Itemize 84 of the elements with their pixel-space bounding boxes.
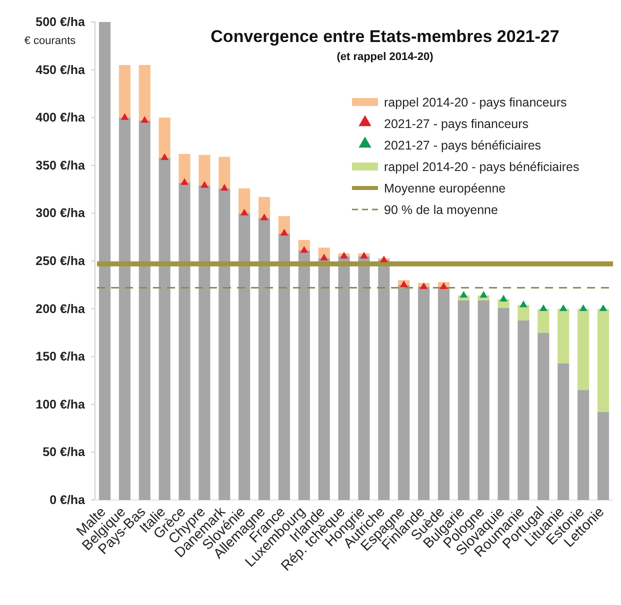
bar (318, 248, 330, 258)
y-tick-label: 400 €/ha (36, 110, 86, 125)
bar (138, 65, 150, 120)
bar (238, 213, 250, 500)
bar (458, 300, 470, 500)
bar (158, 118, 170, 158)
bar (98, 22, 111, 500)
bar (298, 250, 310, 500)
bar (558, 363, 570, 500)
bar (218, 188, 230, 500)
point (380, 256, 388, 262)
point (480, 290, 488, 298)
point (120, 113, 129, 120)
point (559, 304, 568, 312)
legend-label: rappel 2014-20 - pays bénéficiaires (384, 160, 580, 174)
point (240, 208, 248, 216)
y-tick-label: 0 €/ha (50, 493, 86, 507)
point (520, 300, 528, 308)
bar (298, 240, 310, 250)
bar (238, 188, 250, 214)
bar (258, 196, 270, 218)
y-axis-title: € courants (24, 35, 76, 47)
bar (198, 154, 210, 186)
y-tick-label: 200 €/ha (36, 302, 86, 316)
bar (178, 182, 190, 500)
bar (578, 308, 590, 390)
legend-label: 2021-27 - pays financeurs (384, 117, 529, 131)
bar (498, 308, 510, 500)
y-tick-label: 250 €/ha (36, 254, 86, 268)
y-tick-label: 350 €/ha (36, 158, 86, 172)
bar (318, 258, 330, 500)
bar (518, 320, 530, 500)
point (420, 282, 428, 290)
bar (597, 308, 610, 412)
point (400, 280, 408, 288)
bar (138, 120, 150, 500)
bar (538, 308, 550, 333)
bar (578, 390, 590, 500)
bar (378, 260, 390, 500)
bar (597, 412, 610, 500)
point (579, 304, 588, 312)
point (280, 228, 288, 236)
bar (258, 218, 270, 500)
point (140, 116, 149, 123)
point (440, 282, 448, 290)
chart-title: Convergence entre Etats-membres 2021-27 (210, 27, 560, 46)
point (160, 153, 168, 160)
bar (158, 158, 170, 500)
y-tick-label: 100 €/ha (36, 397, 86, 412)
bar (118, 118, 130, 500)
bar (418, 286, 430, 500)
point (200, 181, 208, 188)
bar (438, 286, 450, 500)
bar (278, 216, 290, 234)
bar (558, 308, 570, 364)
y-tick-label: 150 €/ha (36, 350, 86, 364)
point (599, 304, 608, 312)
bar (178, 154, 190, 183)
legend-label: 90 % de la moyenne (384, 203, 498, 217)
y-tick-label: 500 €/ha (36, 15, 86, 29)
text: (et rappel 2014-20) (336, 51, 434, 63)
point (220, 184, 228, 191)
bar (518, 304, 530, 320)
point (460, 290, 468, 298)
point (300, 246, 308, 253)
bar (358, 256, 370, 500)
y-tick-label: 450 €/ha (36, 62, 86, 77)
bar (218, 156, 230, 188)
bar (478, 300, 490, 500)
legend-label: rappel 2014-20 - pays financeurs (384, 96, 567, 110)
legend-label: Moyenne européenne (384, 182, 506, 196)
point (180, 178, 188, 185)
point (540, 304, 548, 312)
bar (538, 332, 550, 500)
point (500, 294, 508, 302)
bar (338, 256, 350, 500)
bar (118, 65, 130, 118)
point (260, 214, 268, 220)
bar (278, 233, 290, 500)
bar (398, 284, 410, 500)
y-tick-label: 50 €/ha (42, 445, 86, 460)
y-tick-label: 300 €/ha (36, 206, 86, 220)
legend-label: 2021-27 - pays bénéficiaires (384, 138, 542, 152)
bar (198, 185, 210, 500)
